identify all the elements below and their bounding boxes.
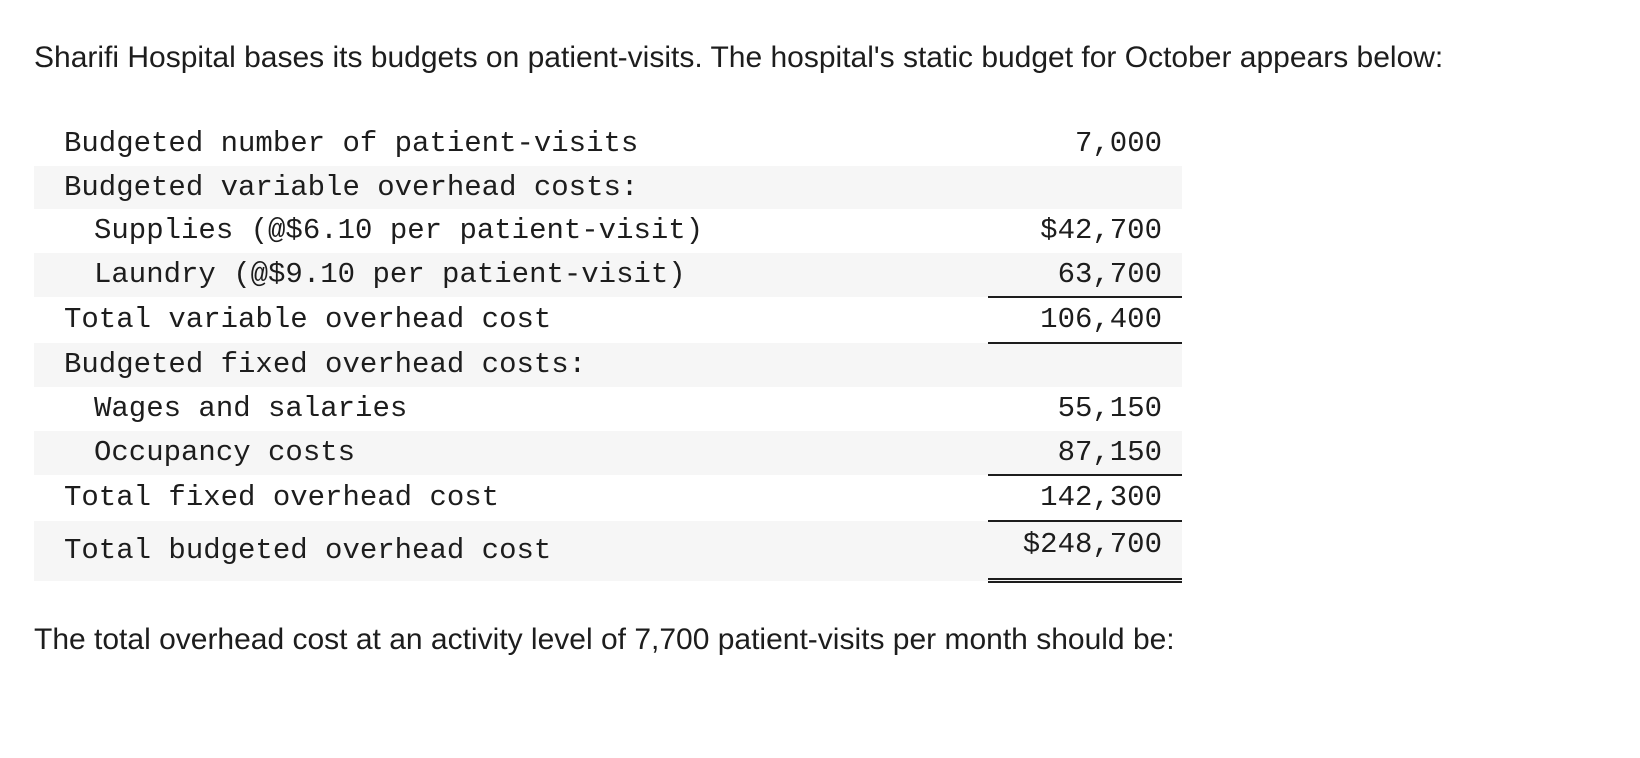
section-heading: Budgeted variable overhead costs: xyxy=(34,165,988,209)
table-row-fixed-heading: Budgeted fixed overhead costs: xyxy=(34,342,1182,387)
table-row-supplies: Supplies (@$6.10 per patient-visit) $42,… xyxy=(34,209,1182,253)
row-amount: 63,700 xyxy=(988,252,1182,298)
row-label: Supplies (@$6.10 per patient-visit) xyxy=(94,214,704,248)
row-label: Occupancy costs xyxy=(34,430,988,475)
table-row-occupancy: Occupancy costs 87,150 xyxy=(34,430,1182,476)
row-amount: $248,700 xyxy=(988,520,1182,583)
row-amount: 55,150 xyxy=(1057,392,1162,426)
row-amount: 87,150 xyxy=(988,430,1182,476)
table-row-laundry: Laundry (@$9.10 per patient-visit) 63,70… xyxy=(34,252,1182,298)
row-amount xyxy=(988,165,1182,209)
row-amount: 142,300 xyxy=(988,475,1182,522)
row-amount: 106,400 xyxy=(988,297,1182,344)
section-heading: Budgeted fixed overhead costs: xyxy=(34,342,988,387)
table-row-wages: Wages and salaries 55,150 xyxy=(34,387,1182,431)
table-row-variable-heading: Budgeted variable overhead costs: xyxy=(34,165,1182,209)
problem-intro: Sharifi Hospital bases its budgets on pa… xyxy=(34,41,1444,74)
row-amount: $42,700 xyxy=(1040,214,1162,248)
table-row-total-variable: Total variable overhead cost 106,400 xyxy=(34,297,1182,344)
row-amount xyxy=(988,342,1182,387)
row-label: Total variable overhead cost xyxy=(64,303,552,337)
problem-question: The total overhead cost at an activity l… xyxy=(34,623,1175,656)
static-budget-table: Budgeted number of patient-visits 7,000 … xyxy=(34,122,1182,583)
table-row-total-budgeted: Total budgeted overhead cost $248,700 xyxy=(34,520,1182,583)
table-row-budgeted-visits: Budgeted number of patient-visits 7,000 xyxy=(34,122,1182,166)
row-label: Budgeted number of patient-visits xyxy=(64,127,639,161)
row-label: Laundry (@$9.10 per patient-visit) xyxy=(34,252,988,297)
table-row-total-fixed: Total fixed overhead cost 142,300 xyxy=(34,475,1182,522)
row-amount: 7,000 xyxy=(1074,127,1162,161)
row-label: Total budgeted overhead cost xyxy=(34,520,988,581)
row-label: Total fixed overhead cost xyxy=(64,481,500,515)
row-label: Wages and salaries xyxy=(94,392,408,426)
